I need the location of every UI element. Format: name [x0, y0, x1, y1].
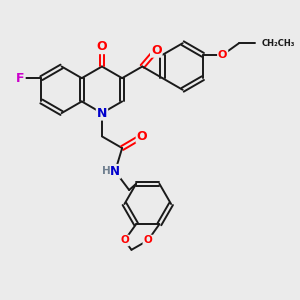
Text: O: O	[97, 40, 107, 53]
Text: O: O	[151, 44, 162, 57]
Text: N: N	[97, 106, 107, 120]
Text: N: N	[110, 165, 120, 178]
Text: F: F	[16, 72, 25, 85]
Text: O: O	[120, 236, 129, 245]
Text: CH₂CH₃: CH₂CH₃	[261, 39, 295, 48]
Text: O: O	[218, 50, 227, 60]
Text: H: H	[102, 167, 111, 176]
Text: O: O	[136, 130, 147, 143]
Text: O: O	[143, 236, 152, 245]
